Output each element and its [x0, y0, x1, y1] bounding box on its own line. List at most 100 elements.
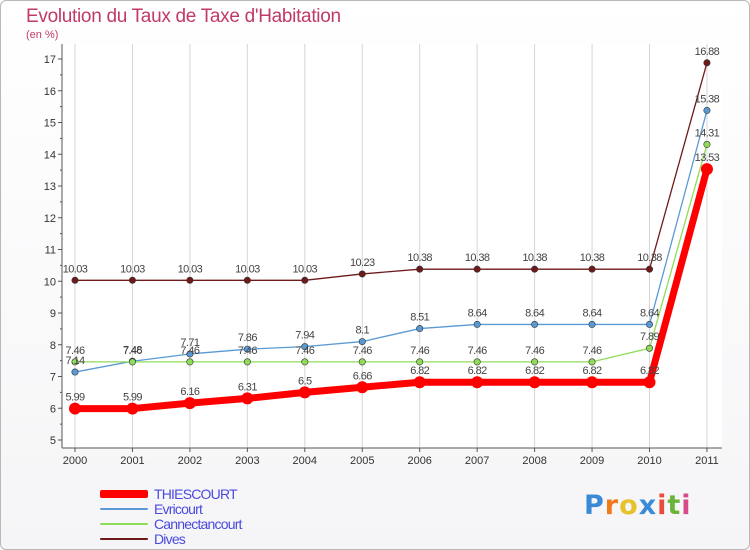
legend-item-dives: Dives [100, 531, 242, 546]
data-label-thiescourt-2009: 6.82 [583, 365, 602, 377]
data-label-evricourt-2010: 8.64 [640, 307, 659, 319]
data-label-dives-2011: 16.88 [695, 46, 720, 58]
data-point-dives-2000 [71, 276, 79, 284]
y-tick-label-9: 9 [50, 308, 56, 320]
data-point-cannectancourt-2001 [128, 358, 136, 366]
data-point-evricourt-2000 [71, 368, 79, 376]
legend-label: Dives [154, 530, 186, 547]
x-tick-label-2011: 2011 [695, 455, 719, 467]
data-point-evricourt-2008 [531, 320, 539, 328]
series-line-evricourt [74, 109, 708, 373]
data-label-thiescourt-2004: 6.5 [298, 375, 312, 387]
legend-swatch [100, 522, 148, 525]
data-point-cannectancourt-2003 [243, 358, 251, 366]
legend-item-cannectancourt: Cannectancourt [100, 516, 242, 531]
data-point-cannectancourt-2004 [301, 358, 309, 366]
data-point-thiescourt-2009 [586, 376, 599, 389]
data-label-dives-2001: 10.03 [120, 263, 145, 275]
data-point-thiescourt-2011 [700, 163, 713, 176]
data-label-dives-2008: 10.38 [522, 252, 547, 264]
proxiti-logo: Proxiti [584, 490, 692, 521]
legend-item-thiescourt: THIESCOURT [100, 486, 242, 501]
data-point-evricourt-2007 [473, 320, 481, 328]
data-point-thiescourt-2005 [356, 381, 369, 394]
data-point-thiescourt-2003 [241, 392, 254, 405]
legend-item-evricourt: Evricourt [100, 501, 242, 516]
data-label-thiescourt-2005: 6.66 [353, 370, 372, 382]
data-label-evricourt-2000: 7.14 [65, 355, 84, 367]
data-point-dives-2002 [186, 276, 194, 284]
x-tick-label-2000: 2000 [63, 455, 87, 467]
data-label-thiescourt-2007: 6.82 [468, 365, 487, 377]
data-label-evricourt-2005: 8.1 [356, 325, 370, 337]
y-tick-label-5: 5 [50, 435, 56, 447]
y-tick-label-11: 11 [45, 245, 56, 257]
data-label-thiescourt-2002: 6.16 [180, 386, 199, 398]
data-point-dives-2007 [473, 265, 481, 273]
data-point-thiescourt-2008 [528, 376, 541, 389]
data-label-cannectancourt-2009: 7.46 [583, 345, 602, 357]
y-tick-label-14: 14 [44, 149, 56, 161]
data-point-dives-2004 [301, 276, 309, 284]
data-point-evricourt-2002 [186, 350, 194, 358]
data-point-evricourt-2003 [243, 345, 251, 353]
x-tick-label-2003: 2003 [235, 455, 259, 467]
data-label-thiescourt-2008: 6.82 [525, 365, 544, 377]
x-tick-label-2010: 2010 [637, 455, 661, 467]
logo-letter: x [638, 490, 658, 521]
data-point-evricourt-2011 [703, 106, 711, 114]
data-label-cannectancourt-2011: 14.31 [695, 127, 720, 139]
data-label-dives-2002: 10.03 [178, 263, 203, 275]
chart-subtitle: (en %) [26, 29, 59, 41]
x-tick-label-2002: 2002 [178, 455, 202, 467]
x-tick-label-2006: 2006 [407, 455, 431, 467]
data-label-thiescourt-2006: 6.82 [410, 365, 429, 377]
data-label-thiescourt-2001: 5.99 [123, 392, 142, 404]
data-label-dives-2006: 10.38 [407, 252, 432, 264]
data-label-evricourt-2004: 7.94 [295, 330, 314, 342]
logo-letter: i [657, 490, 668, 521]
data-label-dives-2000: 10.03 [63, 263, 88, 275]
y-tick-label-16: 16 [44, 86, 56, 98]
data-point-cannectancourt-2011 [703, 140, 711, 148]
x-tick-label-2007: 2007 [465, 455, 489, 467]
legend-label: Cannectancourt [154, 515, 242, 532]
data-label-thiescourt-2010: 6.82 [640, 365, 659, 377]
data-label-evricourt-2001: 7.48 [123, 344, 142, 356]
logo-letter: i [681, 490, 692, 521]
data-point-thiescourt-2000 [69, 402, 81, 415]
data-point-dives-2006 [416, 265, 424, 273]
data-label-evricourt-2011: 15.38 [695, 93, 720, 105]
data-label-evricourt-2009: 8.64 [583, 307, 602, 319]
y-tick-label-8: 8 [50, 340, 56, 352]
logo-letter: P [584, 490, 605, 521]
data-point-cannectancourt-2009 [588, 358, 596, 366]
data-label-dives-2007: 10.38 [465, 252, 490, 264]
data-point-dives-2009 [588, 265, 596, 273]
data-point-thiescourt-2007 [471, 376, 484, 389]
legend-label: Evricourt [154, 500, 203, 517]
line-chart: 5 6 7 8 9 10 11 12 13 14 15 16 17 2000 2001 2002 2003 200… [44, 44, 722, 467]
x-tick-label-2005: 2005 [350, 455, 374, 467]
data-point-dives-2001 [128, 276, 136, 284]
data-point-thiescourt-2001 [126, 402, 139, 415]
data-point-cannectancourt-2010 [645, 344, 653, 352]
data-point-cannectancourt-2008 [531, 358, 539, 366]
legend-swatch [100, 507, 148, 510]
legend-swatch [100, 537, 148, 540]
data-label-cannectancourt-2006: 7.46 [410, 345, 429, 357]
data-label-cannectancourt-2007: 7.46 [468, 345, 487, 357]
data-point-evricourt-2009 [588, 320, 596, 328]
data-label-thiescourt-2003: 6.31 [238, 381, 257, 393]
legend-swatch [100, 489, 148, 498]
y-tick-label-17: 17 [44, 54, 56, 66]
data-point-evricourt-2006 [416, 325, 424, 333]
data-label-thiescourt-2011: 13.53 [695, 152, 720, 164]
x-tick-label-2004: 2004 [293, 455, 317, 467]
chart-legend: THIESCOURT Evricourt Cannectancourt Dives [100, 486, 242, 546]
data-point-thiescourt-2010 [643, 376, 656, 389]
series-line-thiescourt [71, 165, 711, 413]
logo-letter: t [667, 490, 682, 521]
data-label-cannectancourt-2002: 7.46 [180, 345, 199, 357]
data-point-thiescourt-2002 [183, 397, 196, 410]
